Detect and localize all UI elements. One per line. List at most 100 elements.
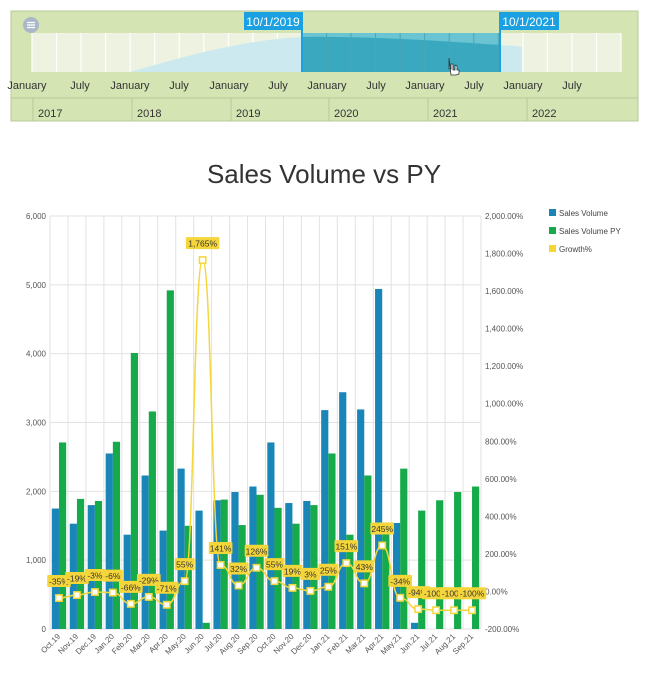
growth-data-label: 25% [320, 565, 337, 575]
timeline-month-labels: January July January July January July January… [7, 80, 582, 92]
bar-sales-volume-py [166, 290, 174, 629]
growth-data-label-bg [65, 572, 89, 585]
timeline-month-label: July [562, 80, 582, 92]
y-right-tick-label: 1,400.00% [485, 325, 523, 334]
growth-data-label-bg [174, 558, 195, 571]
bar-sales-volume [357, 409, 365, 629]
x-tick-label: May.21 [379, 632, 404, 657]
x-tick-label: Mar.20 [128, 632, 152, 656]
bar-sales-volume-py [436, 500, 444, 629]
growth-data-label-bg [47, 575, 71, 588]
growth-data-label: -6% [105, 571, 121, 581]
bar-sales-volume [105, 453, 113, 629]
growth-point [306, 586, 315, 595]
timeline-month-label: January [110, 80, 150, 92]
timeline-slicer[interactable]: 10/1/2019 10/1/2021 January July January Ju… [7, 10, 639, 122]
timeline-year-label: 2020 [334, 108, 358, 120]
growth-data-label: 151% [335, 542, 357, 552]
x-tick-label: Sep.20 [235, 632, 260, 657]
growth-data-label: 32% [230, 564, 247, 574]
growth-point [324, 582, 333, 591]
hamburger-menu-icon[interactable] [23, 17, 39, 33]
growth-data-label: -19% [67, 574, 87, 584]
bar-sales-volume [267, 442, 275, 629]
legend-swatch [549, 227, 556, 234]
y-left-tick-label: 1,000 [26, 556, 47, 565]
growth-data-label-bg [457, 587, 487, 600]
timeline-month-label: January [307, 80, 347, 92]
x-tick-label: Dec.19 [74, 632, 99, 657]
x-tick-label: Dec.20 [289, 632, 314, 657]
growth-data-label-bg [334, 540, 359, 553]
bar-sales-volume [231, 492, 239, 629]
growth-data-label: 1,765% [188, 239, 217, 249]
y-right-tick-label: 200.00% [485, 550, 517, 559]
legend-swatch [549, 209, 556, 216]
timeline-year-label: 2017 [38, 108, 62, 120]
y-left-tick-label: 2,000 [26, 487, 47, 496]
growth-data-label-bg [119, 580, 143, 593]
y-right-tick-label: 800.00% [485, 437, 517, 446]
y-right-tick-label: 2,000.00% [485, 212, 523, 221]
growth-data-label-bg [228, 562, 249, 575]
bar-sales-volume [159, 530, 167, 629]
growth-data-label-bg [370, 522, 395, 535]
end-handle[interactable]: 10/1/2021 [499, 12, 559, 72]
y-right-tick-label: 1,800.00% [485, 250, 523, 259]
growth-data-label: 3% [304, 569, 317, 579]
growth-data-label: 43% [356, 562, 373, 572]
bar-sales-volume [249, 486, 257, 629]
growth-data-label: -66% [121, 582, 141, 592]
growth-point [72, 591, 81, 599]
bar-sales-volume-py [148, 411, 156, 629]
growth-data-label: 55% [176, 560, 193, 570]
growth-data-label-bg [300, 567, 321, 580]
x-tick-label: Jun.20 [182, 632, 206, 656]
x-tick-label: Sep.21 [451, 632, 476, 657]
growth-data-label: 126% [246, 546, 268, 556]
bar-sales-volume-py [112, 441, 121, 629]
growth-data-label: -35% [49, 577, 69, 587]
growth-data-label: 55% [266, 560, 283, 570]
growth-data-label-bg [282, 564, 303, 577]
growth-point [396, 593, 405, 602]
growth-data-label-bg [102, 569, 123, 582]
legend-label: Growth% [559, 245, 592, 254]
growth-data-label: -100% [460, 589, 485, 599]
growth-data-label: -100% [424, 589, 449, 599]
bar-sales-volume [195, 510, 203, 629]
timeline-month-label: January [209, 80, 249, 92]
timeline-year-label: 2022 [532, 108, 556, 120]
growth-point [468, 606, 476, 615]
bar-sales-volume [321, 410, 329, 629]
growth-data-label: -94% [408, 588, 428, 598]
timeline-month-label: July [169, 80, 189, 92]
start-handle[interactable]: 10/1/2019 [244, 12, 303, 72]
timeline-year-label: 2019 [236, 108, 260, 120]
bar-sales-volume [177, 468, 185, 629]
y-right-tick-label: 1,200.00% [485, 362, 523, 371]
growth-data-label-bg [185, 237, 220, 250]
bar-sales-volume [339, 392, 347, 629]
growth-point [432, 606, 441, 615]
growth-data-label: -29% [139, 575, 159, 585]
legend-swatch [549, 245, 556, 252]
bar-sales-volume [141, 475, 149, 629]
growth-point [360, 579, 369, 588]
y-right-tick-label: 600.00% [485, 475, 517, 484]
timeline-month-label: July [464, 80, 484, 92]
hand-pointer-cursor-icon [448, 57, 460, 76]
growth-point [414, 605, 423, 614]
growth-point [216, 561, 225, 569]
bar-sales-volume-py [58, 442, 67, 629]
legend-label: Sales Volume [559, 209, 608, 218]
bar-sales-volume-py [418, 510, 426, 629]
growth-point [126, 599, 135, 608]
bar-sales-volume [410, 622, 419, 629]
growth-data-label-bg [264, 558, 285, 571]
legend-label: Sales Volume PY [559, 227, 621, 236]
bar-sales-volume-py [76, 498, 85, 629]
timeline-year-labels: 2017 2018 2019 2020 2021 2022 [32, 98, 556, 121]
timeline-selected-gridlines [326, 33, 499, 72]
growth-point [90, 588, 99, 596]
